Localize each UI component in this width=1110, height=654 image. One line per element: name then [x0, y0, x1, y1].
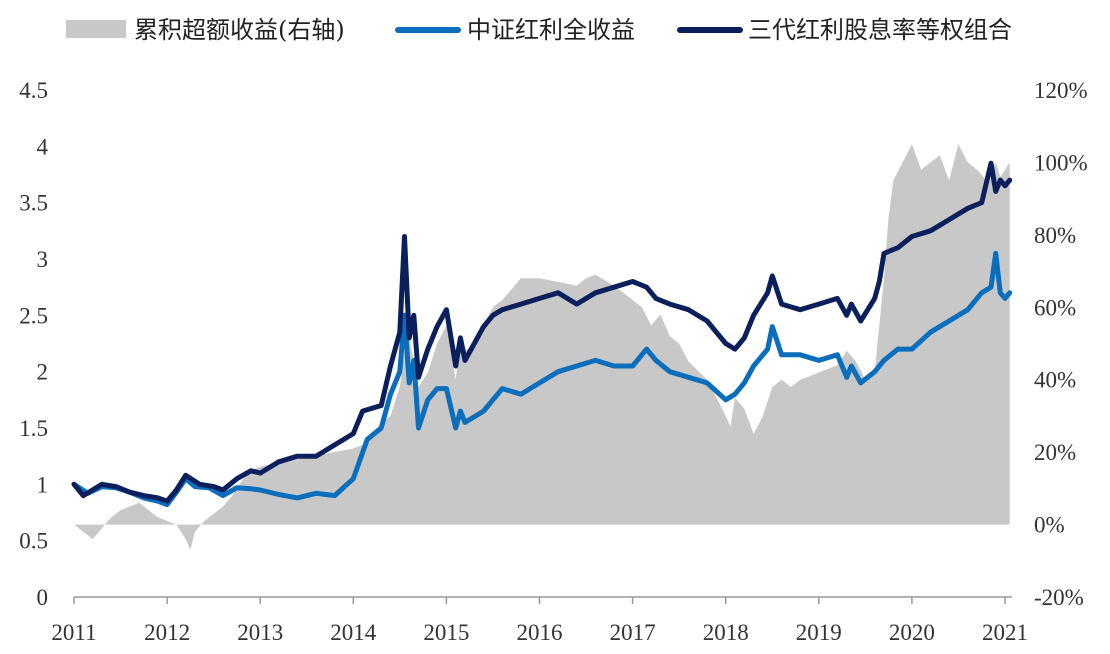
x-tick-label: 2020: [889, 620, 935, 645]
legend-label-excess: 累积超额收益(右轴): [134, 16, 345, 44]
x-tick-label: 2012: [144, 620, 190, 645]
x-tick-label: 2011: [51, 620, 96, 645]
legend-swatch-excess: [66, 20, 126, 38]
y-axis-right: -20% 0% 20% 40% 60% 80% 100% 120%: [1034, 78, 1088, 610]
y-right-tick-label: 20%: [1034, 440, 1076, 465]
y-left-tick-label: 3.5: [19, 191, 48, 216]
legend-label-csi: 中证红利全收益: [467, 16, 635, 44]
y-left-tick-label: 4: [37, 134, 49, 159]
y-left-tick-label: 2: [37, 360, 49, 385]
series-line-csi: [71, 250, 1013, 508]
y-right-tick-label: 60%: [1034, 295, 1076, 320]
legend-item-portfolio: 三代红利股息率等权组合: [677, 16, 1012, 44]
legend-item-csi: 中证红利全收益: [395, 16, 635, 44]
y-left-tick-label: 0.5: [19, 529, 48, 554]
plot-area: [71, 144, 1013, 550]
y-right-tick-label: -20%: [1034, 585, 1084, 610]
series-area-excess: [74, 144, 1010, 550]
series-line-portfolio: [71, 160, 1013, 504]
x-tick-label: 2019: [796, 620, 842, 645]
y-left-tick-label: 1: [37, 472, 49, 497]
x-tick-label: 2015: [423, 620, 469, 645]
legend: 累积超额收益(右轴) 中证红利全收益 三代红利股息率等权组合: [66, 16, 1012, 44]
y-right-tick-label: 120%: [1034, 78, 1088, 103]
y-left-tick-label: 4.5: [19, 78, 48, 103]
y-right-tick-label: 100%: [1034, 150, 1088, 175]
y-left-tick-label: 2.5: [19, 303, 48, 328]
x-tick-label: 2018: [703, 620, 749, 645]
x-axis: 2011 2012 2013 2014 2015 2016 2017 2018 2019 2020…: [51, 596, 1028, 645]
legend-item-excess: 累积超额收益(右轴): [66, 16, 345, 44]
x-tick-label: 2013: [237, 620, 283, 645]
y-right-tick-label: 40%: [1034, 368, 1076, 393]
x-tick-label: 2014: [330, 620, 377, 645]
y-left-tick-label: 3: [37, 247, 49, 272]
y-left-tick-label: 1.5: [19, 416, 48, 441]
x-tick-label: 2021: [982, 620, 1028, 645]
x-tick-label: 2016: [517, 620, 563, 645]
y-left-tick-label: 0: [37, 585, 49, 610]
y-right-tick-label: 0%: [1034, 513, 1065, 538]
y-right-tick-label: 80%: [1034, 223, 1076, 248]
x-tick-label: 2017: [610, 620, 656, 645]
y-axis-left: 0 0.5 1 1.5 2 2.5 3 3.5 4 4.5: [19, 78, 48, 610]
legend-label-portfolio: 三代红利股息率等权组合: [748, 16, 1012, 44]
